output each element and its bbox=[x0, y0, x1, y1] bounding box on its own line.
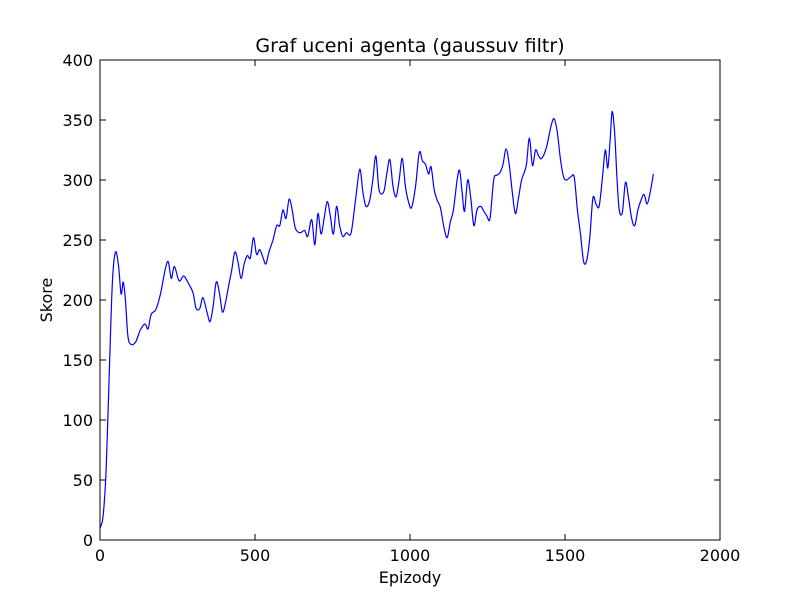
x-tick-label: 1000 bbox=[390, 546, 431, 565]
series-line bbox=[99, 110, 654, 529]
y-tick-label: 250 bbox=[62, 231, 93, 250]
plot-area bbox=[99, 110, 654, 529]
y-tick-label: 150 bbox=[62, 351, 93, 370]
x-tick-label: 0 bbox=[95, 546, 105, 565]
y-tick-label: 200 bbox=[62, 291, 93, 310]
x-tick-label: 1500 bbox=[545, 546, 586, 565]
y-tick-label: 0 bbox=[83, 531, 93, 550]
x-tick-label: 500 bbox=[240, 546, 271, 565]
chart-title: Graf uceni agenta (gaussuv filtr) bbox=[255, 35, 564, 57]
y-tick-label: 50 bbox=[73, 471, 93, 490]
y-tick-label: 300 bbox=[62, 171, 93, 190]
y-axis-title: Skore bbox=[37, 278, 56, 323]
y-tick-label: 350 bbox=[62, 111, 93, 130]
y-tick-label: 400 bbox=[62, 51, 93, 70]
x-axis-title: Epizody bbox=[379, 568, 442, 587]
x-axis: 0 500 1000 1500 2000 bbox=[95, 60, 740, 565]
y-axis: 0 50 100 150 200 250 300 350 400 bbox=[62, 51, 720, 550]
y-tick-label: 100 bbox=[62, 411, 93, 430]
x-tick-label: 2000 bbox=[700, 546, 741, 565]
